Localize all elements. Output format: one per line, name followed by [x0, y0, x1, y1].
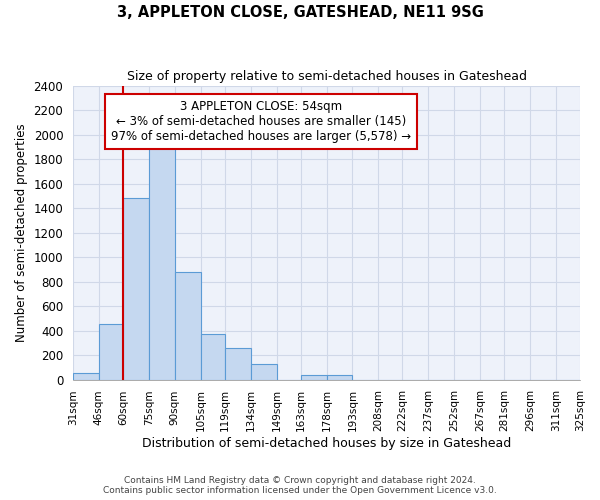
Y-axis label: Number of semi-detached properties: Number of semi-detached properties — [15, 124, 28, 342]
X-axis label: Distribution of semi-detached houses by size in Gateshead: Distribution of semi-detached houses by … — [142, 437, 511, 450]
Bar — [123, 198, 149, 380]
Bar — [326, 376, 352, 380]
Text: 3, APPLETON CLOSE, GATESHEAD, NE11 9SG: 3, APPLETON CLOSE, GATESHEAD, NE11 9SG — [116, 5, 484, 20]
Bar — [175, 272, 200, 380]
Bar — [301, 376, 326, 380]
Bar — [73, 374, 99, 380]
Title: Size of property relative to semi-detached houses in Gateshead: Size of property relative to semi-detach… — [127, 70, 527, 83]
Bar — [200, 334, 225, 380]
Text: 3 APPLETON CLOSE: 54sqm
← 3% of semi-detached houses are smaller (145)
97% of se: 3 APPLETON CLOSE: 54sqm ← 3% of semi-det… — [111, 100, 411, 144]
Text: Contains HM Land Registry data © Crown copyright and database right 2024.
Contai: Contains HM Land Registry data © Crown c… — [103, 476, 497, 495]
Bar — [225, 348, 251, 380]
Bar — [251, 364, 277, 380]
Bar — [149, 134, 175, 380]
Bar — [99, 324, 123, 380]
